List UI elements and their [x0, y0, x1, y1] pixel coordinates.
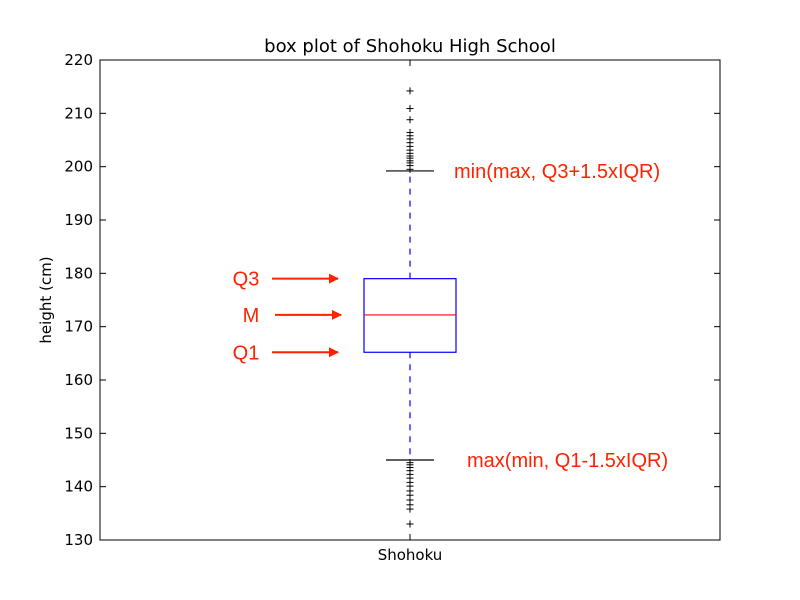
- y-tick-label: 150: [64, 424, 93, 442]
- outlier-point-high: [406, 116, 414, 124]
- outlier-point-low: [406, 520, 414, 528]
- y-tick-label: 190: [64, 211, 93, 229]
- outlier-point-low: [406, 459, 414, 467]
- chart-title: box plot of Shohoku High School: [264, 36, 556, 57]
- y-tick-label: 220: [64, 51, 93, 69]
- plot-area: 130 140 150 160 170 180 190 200 210 220 Shohoku Q3 M…: [64, 51, 721, 564]
- outlier-point-high: [406, 129, 414, 137]
- y-axis-label: height (cm): [37, 256, 55, 343]
- x-tick-label: Shohoku: [378, 546, 443, 564]
- annotation-q1: Q1: [233, 342, 260, 364]
- outlier-point-high: [406, 105, 414, 113]
- outlier-point-high: [406, 87, 414, 95]
- annotation-median: M: [243, 305, 260, 327]
- y-tick-label: 170: [64, 318, 93, 336]
- y-tick-label: 140: [64, 478, 93, 496]
- y-tick-label: 200: [64, 158, 93, 176]
- y-tick-label: 180: [64, 264, 93, 282]
- annotation-whisker-low: max(min, Q1-1.5xIQR): [467, 450, 668, 472]
- y-tick-label: 160: [64, 371, 93, 389]
- annotation-whisker-high: min(max, Q3+1.5xIQR): [454, 161, 660, 183]
- y-tick-label: 210: [64, 104, 93, 122]
- annotation-q3: Q3: [233, 269, 260, 291]
- y-tick-label: 130: [64, 531, 93, 549]
